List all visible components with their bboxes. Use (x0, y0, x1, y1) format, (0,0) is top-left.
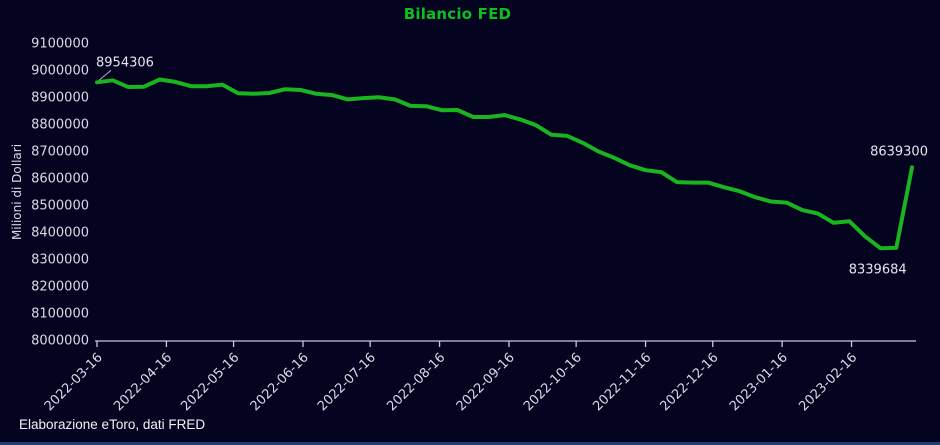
annotation-last: 8639300 (870, 144, 928, 159)
source-note: Elaborazione eToro, dati FRED (19, 417, 206, 432)
y-tick-label: 8800000 (31, 118, 89, 133)
annotation-first: 8954306 (96, 55, 154, 70)
x-tick-label: 2022-05-16 (178, 350, 242, 414)
fed-balance-line (95, 77, 914, 251)
y-tick-label: 8300000 (31, 253, 89, 268)
y-tick-label: 8100000 (31, 307, 89, 322)
x-tick-label: 2022-09-16 (454, 350, 518, 414)
annotation-min: 8339684 (849, 262, 907, 277)
x-tick-label: 2022-12-16 (658, 350, 722, 414)
y-tick-label: 9100000 (31, 37, 89, 52)
annotation-leader-line (98, 69, 112, 81)
x-tick-label: 2022-10-16 (521, 350, 585, 414)
x-tick-label: 2022-07-16 (315, 350, 379, 414)
y-tick-label: 8400000 (31, 226, 89, 241)
bottom-border (0, 442, 940, 445)
y-tick-label: 8900000 (31, 91, 89, 106)
y-axis-title: Milioni di Dollari (10, 143, 24, 241)
x-tick-label: 2023-01-16 (727, 350, 791, 414)
y-tick-label: 8500000 (31, 199, 89, 214)
y-tick-label: 8600000 (31, 172, 89, 187)
x-tick-label: 2022-08-16 (384, 350, 448, 414)
y-tick-label: 8700000 (31, 145, 89, 160)
x-tick-label: 2022-03-16 (42, 350, 106, 414)
x-tick-label: 2022-06-16 (248, 350, 312, 414)
y-tick-label: 9000000 (31, 64, 89, 79)
x-tick-label: 2022-11-16 (590, 350, 654, 414)
y-tick-label: 8000000 (31, 334, 89, 349)
chart-title: Bilancio FED (403, 5, 512, 23)
x-tick-label: 2022-04-16 (111, 350, 175, 414)
x-tick-label: 2023-02-16 (796, 350, 860, 414)
y-tick-label: 8200000 (31, 280, 89, 295)
